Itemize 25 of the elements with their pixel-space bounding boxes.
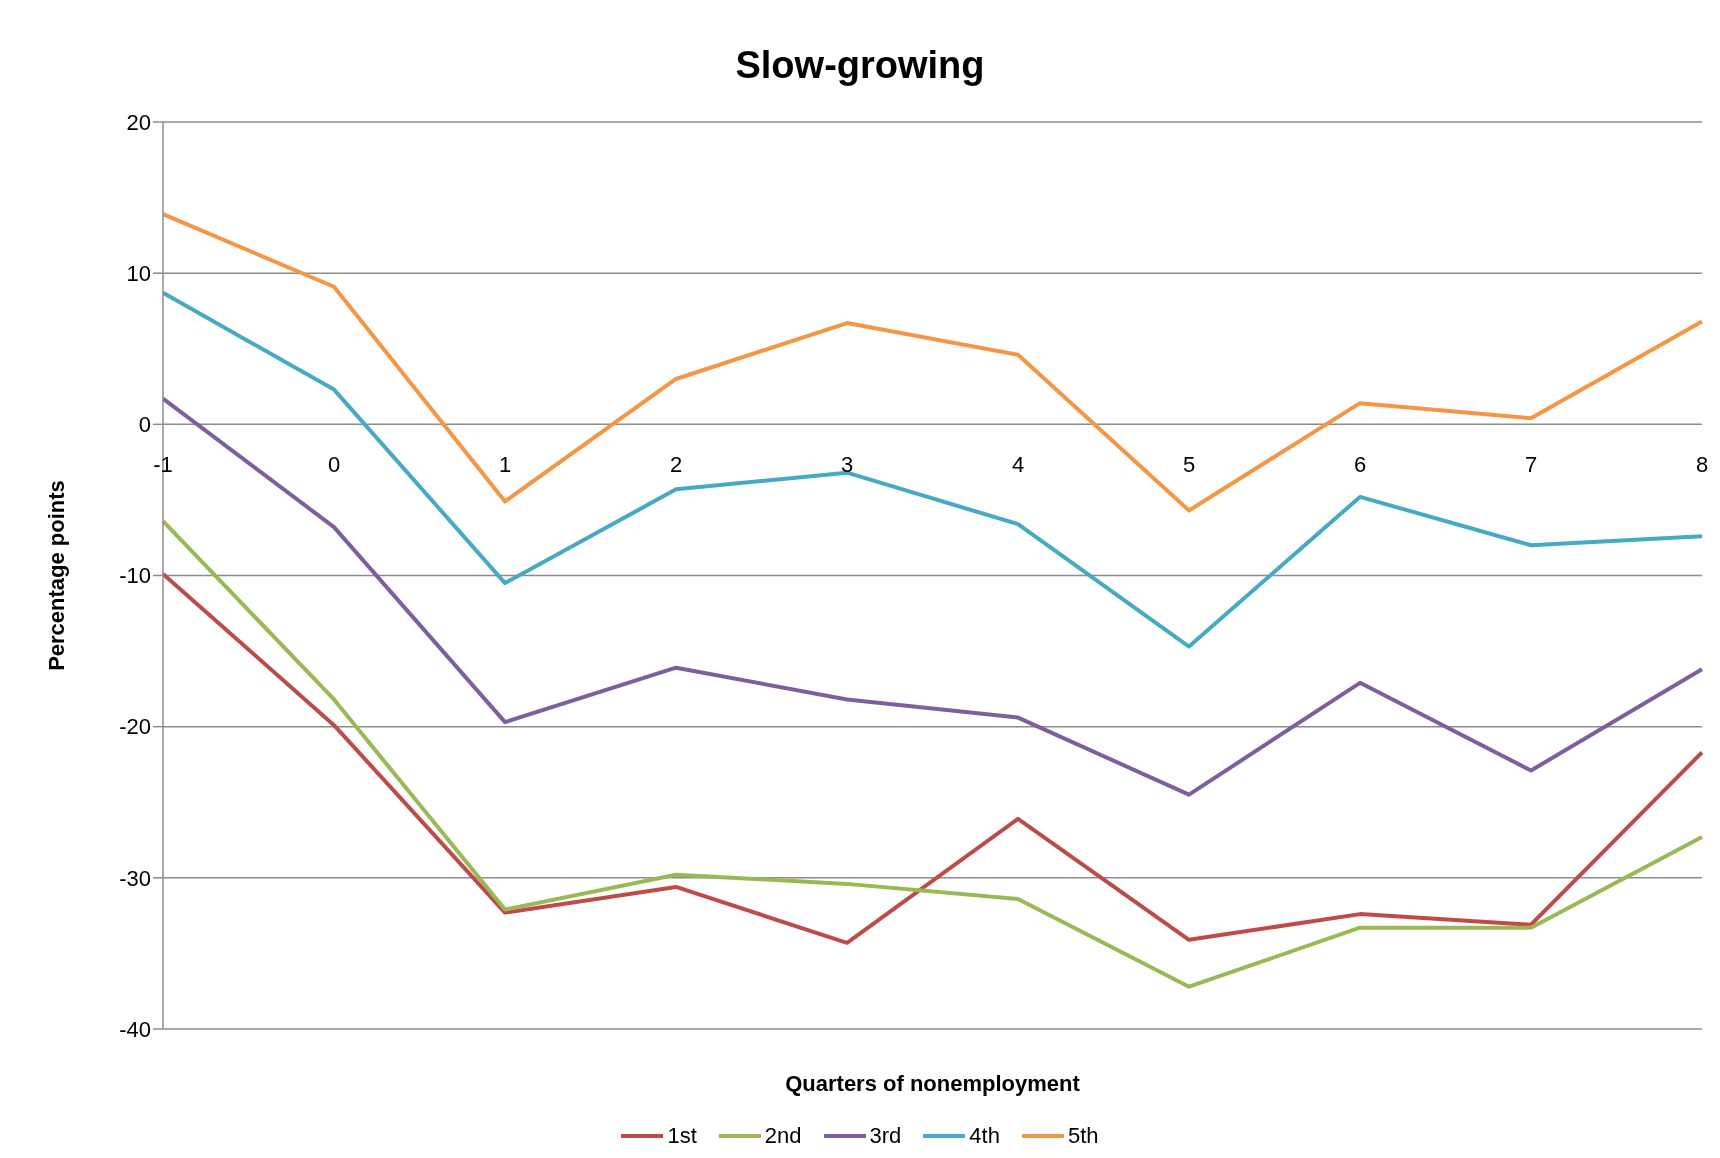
y-tick-label: -30 xyxy=(119,865,151,891)
chart-title: Slow-growing xyxy=(734,44,986,87)
legend-label: 3rd xyxy=(869,1123,902,1149)
x-tick-label: 7 xyxy=(1524,452,1538,478)
legend-label: 2nd xyxy=(764,1123,802,1149)
x-tick-label: 4 xyxy=(1011,452,1025,478)
legend-label: 4th xyxy=(969,1123,1000,1149)
x-tick-label: 5 xyxy=(1182,452,1196,478)
x-tick-label: 6 xyxy=(1353,452,1367,478)
y-tick-label: -40 xyxy=(119,1016,151,1042)
legend-label: 5th xyxy=(1067,1123,1099,1149)
x-tick-label: 2 xyxy=(669,452,683,478)
x-tick-label: -1 xyxy=(153,452,173,478)
x-tick-label: 8 xyxy=(1695,452,1709,478)
y-tick-label: -20 xyxy=(119,714,151,740)
x-tick-label: 3 xyxy=(840,452,854,478)
x-axis-title: Quarters of nonemployment xyxy=(785,1071,1081,1096)
y-axis-title: Percentage points xyxy=(43,480,69,671)
legend-label: 1st xyxy=(667,1123,697,1149)
y-tick-label: -10 xyxy=(119,563,151,589)
y-tick-label: 10 xyxy=(126,260,151,286)
x-tick-label: 0 xyxy=(327,452,341,478)
y-tick-label: 20 xyxy=(126,109,151,135)
y-tick-label: 0 xyxy=(138,412,151,438)
x-tick-label: 1 xyxy=(498,452,512,478)
